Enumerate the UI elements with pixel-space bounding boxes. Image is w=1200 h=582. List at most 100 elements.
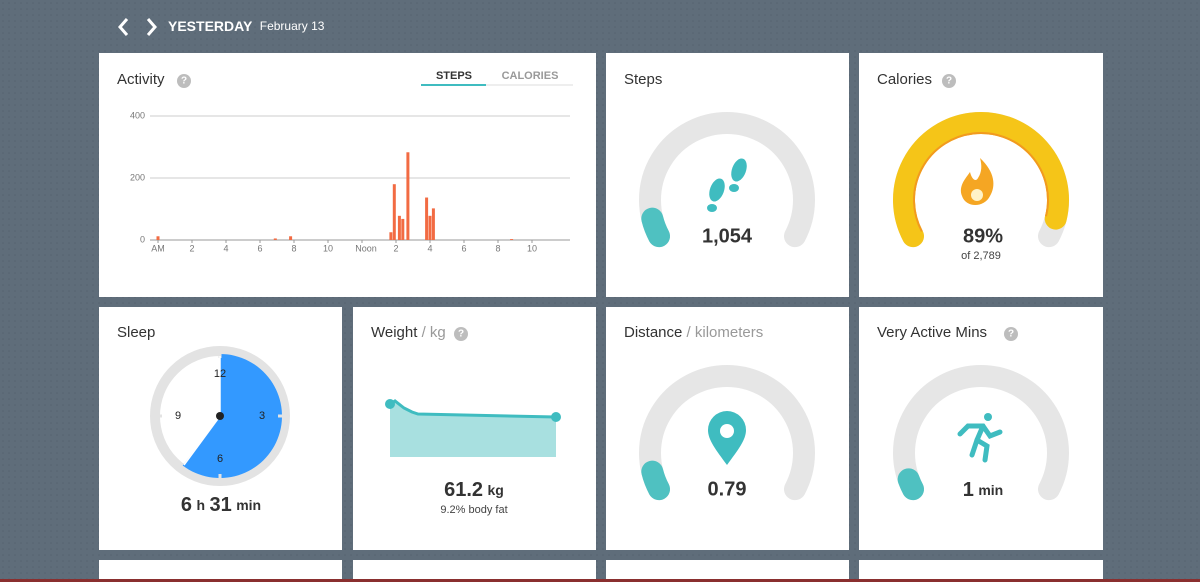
pin-icon (720, 424, 734, 438)
steps-card[interactable] (606, 53, 849, 297)
weight-value: 61.2 kg (444, 479, 504, 501)
bar (397, 215, 401, 240)
x-tick-label: 6 (257, 243, 262, 253)
tab[interactable]: STEPS (436, 70, 472, 82)
weight-number-unit: kg (488, 482, 504, 498)
gauge-fill (893, 112, 1069, 248)
distance-value: 0.79 (708, 478, 747, 500)
body-fat: 9.2% body fat (440, 504, 507, 516)
x-tick-label: 4 (223, 243, 228, 253)
gauge-fill (897, 468, 925, 501)
bar (425, 197, 429, 240)
bar (392, 184, 396, 240)
card (859, 560, 1103, 582)
card (99, 560, 342, 582)
y-tick-label: 200 (130, 172, 145, 182)
steps-title: Steps (624, 71, 662, 88)
x-tick-label: 4 (427, 243, 432, 253)
flame-icon (960, 158, 994, 205)
gauge (639, 365, 815, 501)
bar (401, 218, 405, 240)
sleep-unit: min (236, 497, 261, 513)
y-tick-label: 0 (140, 234, 145, 244)
bar (389, 232, 393, 240)
header-title: YESTERDAY (168, 18, 253, 34)
runner-icon (957, 413, 1003, 463)
activity-card[interactable] (99, 53, 596, 297)
calories-goal: of 2,789 (961, 250, 1001, 262)
distance-unit: / kilometers (687, 324, 764, 341)
clock-label: 3 (259, 410, 265, 422)
active-title: Very Active Mins (877, 324, 987, 341)
calories-value: 89% (963, 225, 1003, 247)
bar (431, 208, 435, 240)
sleep-unit: h (196, 497, 205, 513)
y-tick-label: 400 (130, 110, 145, 120)
distance-title: Distance / kilometers (624, 324, 763, 341)
help-icon[interactable] (1004, 327, 1018, 341)
active-unit: min (978, 482, 1003, 498)
card (353, 560, 596, 582)
bar (428, 215, 432, 240)
card (606, 560, 849, 582)
clock-label: 9 (175, 410, 181, 422)
prev-day[interactable] (118, 18, 129, 36)
flame-icon (971, 189, 983, 201)
help-icon[interactable] (454, 327, 468, 341)
bar (289, 236, 293, 240)
footprints-icon (707, 158, 747, 212)
active-number: 1 (963, 479, 974, 501)
gauge-fill (641, 460, 671, 501)
calories-title: Calories (877, 71, 932, 88)
x-tick-label: 6 (461, 243, 466, 253)
gauge-fill (641, 207, 671, 248)
help-text: ? (181, 76, 187, 87)
next-day[interactable] (146, 18, 157, 36)
x-tick-label: 8 (291, 243, 296, 253)
weight-title: Weight / kg (371, 324, 446, 341)
clock-hand (183, 415, 221, 466)
bottom-bar (0, 579, 1200, 582)
help-text: ? (458, 329, 464, 340)
gauge-track (893, 365, 1069, 501)
x-tick-label: 8 (495, 243, 500, 253)
tab[interactable]: CALORIES (502, 70, 559, 82)
x-tick-label: AM (151, 243, 165, 253)
gauge (639, 112, 815, 248)
activity-title: Activity (117, 71, 165, 88)
help-icon[interactable] (942, 74, 956, 88)
weight-title-text: Weight (371, 324, 418, 341)
activity-chart: 0 200 400 AM 2 4 6 8 10 Noon 2 4 6 8 10 (130, 110, 570, 253)
x-tick-label: 10 (527, 243, 537, 253)
sleep-hours: 6 (181, 494, 192, 516)
weight-point (551, 412, 561, 422)
bar (273, 238, 277, 240)
weight-point (385, 399, 395, 409)
gauge (893, 365, 1069, 501)
distance-title-text: Distance (624, 324, 682, 341)
weight-unit: / kg (422, 324, 446, 341)
sleep-value: 6 h 31 min (181, 494, 261, 516)
x-tick-label: 10 (323, 243, 333, 253)
clock-center (216, 412, 224, 420)
sleep-sector (182, 354, 282, 478)
help-icon[interactable] (177, 74, 191, 88)
sleep-title: Sleep (117, 324, 155, 341)
gauge (893, 112, 1069, 248)
header-date: February 13 (260, 19, 325, 33)
bar (510, 239, 514, 240)
weight-number: 61.2 (444, 479, 483, 501)
x-tick-label: 2 (393, 243, 398, 253)
bar (406, 152, 410, 240)
sleep-minutes: 31 (210, 494, 232, 516)
help-text: ? (946, 76, 952, 87)
x-tick-label: Noon (355, 243, 377, 253)
x-tick-label: 2 (189, 243, 194, 253)
gauge-track (639, 365, 815, 501)
gauge-edge (913, 132, 1049, 232)
gauge-track (639, 112, 815, 248)
header: YESTERDAY February 13 (168, 18, 325, 36)
help-text: ? (1008, 329, 1014, 340)
steps-value: 1,054 (702, 225, 753, 247)
